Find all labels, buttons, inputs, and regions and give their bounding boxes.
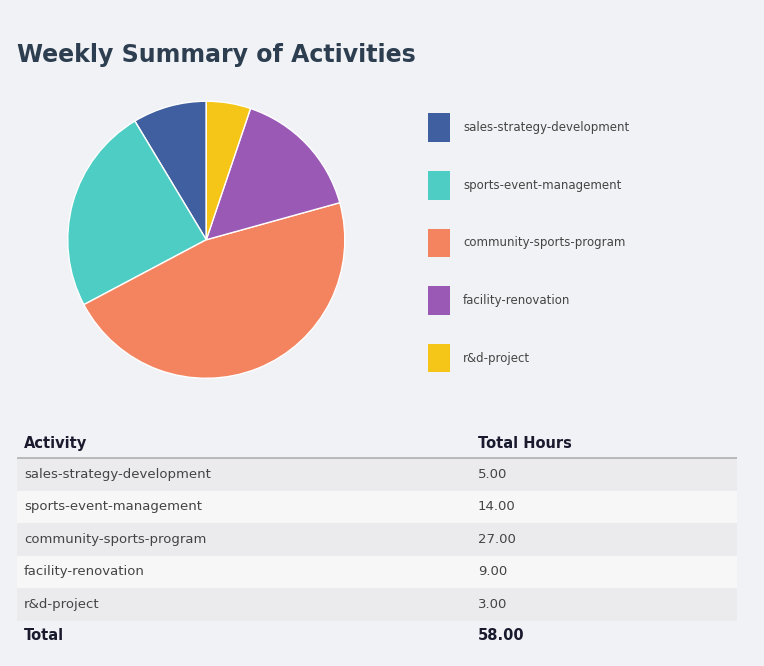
Text: r&d-project: r&d-project [463, 352, 530, 364]
Text: community-sports-program: community-sports-program [463, 236, 626, 250]
Text: Total: Total [24, 627, 64, 643]
Text: sales-strategy-development: sales-strategy-development [24, 468, 211, 481]
Bar [428, 171, 450, 200]
FancyBboxPatch shape [17, 555, 737, 588]
Text: sports-event-management: sports-event-management [463, 179, 621, 192]
Text: sales-strategy-development: sales-strategy-development [463, 121, 630, 135]
Text: sports-event-management: sports-event-management [24, 500, 202, 513]
Text: 9.00: 9.00 [478, 565, 507, 579]
Text: Weekly Summary of Activities: Weekly Summary of Activities [17, 43, 416, 67]
Wedge shape [206, 109, 340, 240]
Text: 3.00: 3.00 [478, 598, 507, 611]
Text: 5.00: 5.00 [478, 468, 507, 481]
Text: Total Hours: Total Hours [478, 436, 571, 452]
Text: facility-renovation: facility-renovation [463, 294, 571, 307]
FancyBboxPatch shape [17, 588, 737, 621]
Wedge shape [206, 101, 251, 240]
Text: 27.00: 27.00 [478, 533, 516, 546]
Wedge shape [135, 101, 206, 240]
FancyBboxPatch shape [17, 523, 737, 555]
Bar [428, 344, 450, 372]
Text: Activity: Activity [24, 436, 87, 452]
Text: 58.00: 58.00 [478, 627, 525, 643]
Text: facility-renovation: facility-renovation [24, 565, 145, 579]
Wedge shape [68, 121, 206, 304]
Text: 14.00: 14.00 [478, 500, 516, 513]
Text: r&d-project: r&d-project [24, 598, 99, 611]
Bar [428, 228, 450, 257]
FancyBboxPatch shape [17, 458, 737, 491]
Bar [428, 286, 450, 315]
Wedge shape [84, 202, 345, 378]
Bar [428, 113, 450, 143]
FancyBboxPatch shape [17, 491, 737, 523]
Text: community-sports-program: community-sports-program [24, 533, 206, 546]
